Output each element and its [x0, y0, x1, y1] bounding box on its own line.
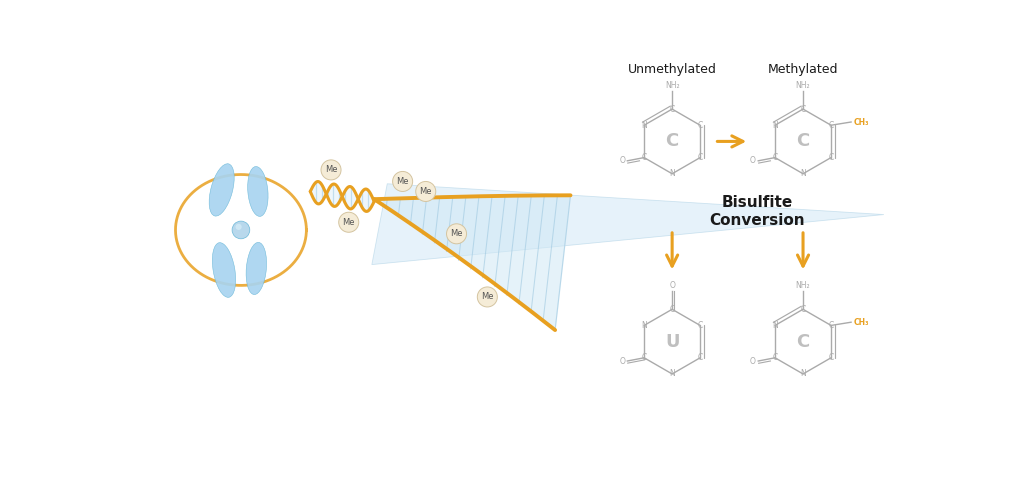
Text: N: N [800, 169, 806, 178]
Text: NH₂: NH₂ [796, 281, 810, 290]
Text: C: C [796, 132, 809, 150]
Text: Me: Me [343, 218, 355, 227]
Text: C: C [698, 321, 703, 330]
Text: N: N [669, 369, 675, 378]
Text: N: N [669, 169, 675, 178]
Text: C: C [773, 153, 778, 162]
Ellipse shape [212, 243, 235, 297]
Circle shape [416, 182, 436, 202]
Text: Me: Me [481, 293, 494, 301]
Text: NH₂: NH₂ [665, 81, 679, 90]
Text: O: O [620, 356, 625, 365]
Text: O: O [750, 356, 755, 365]
Text: N: N [772, 121, 778, 130]
Text: N: N [800, 369, 806, 378]
Polygon shape [374, 195, 571, 330]
Text: Unmethylated: Unmethylated [628, 63, 717, 76]
Text: C: C [669, 104, 674, 114]
Text: Me: Me [324, 165, 338, 174]
Circle shape [232, 221, 249, 239]
Text: C: C [665, 132, 678, 150]
Text: Me: Me [396, 177, 409, 186]
Text: CH₃: CH₃ [854, 117, 869, 126]
Text: O: O [750, 156, 755, 165]
Circle shape [321, 160, 341, 180]
Text: C: C [773, 354, 778, 362]
Text: C: C [698, 121, 703, 130]
Text: N: N [641, 321, 647, 330]
Ellipse shape [247, 167, 268, 217]
Text: Me: Me [420, 187, 432, 196]
Text: O: O [620, 156, 625, 165]
Text: C: C [828, 354, 834, 362]
Text: C: C [642, 153, 647, 162]
Text: CH₃: CH₃ [854, 318, 869, 327]
Text: C: C [800, 305, 806, 314]
Text: NH₂: NH₂ [796, 81, 810, 90]
Text: C: C [828, 321, 834, 330]
Text: C: C [828, 153, 834, 162]
Circle shape [392, 171, 413, 192]
Text: C: C [698, 153, 703, 162]
Text: C: C [698, 354, 703, 362]
Text: U: U [665, 332, 679, 351]
Polygon shape [372, 184, 884, 264]
Ellipse shape [209, 164, 234, 216]
Text: O: O [669, 281, 675, 290]
Text: N: N [641, 121, 647, 130]
Text: Me: Me [450, 229, 462, 239]
Text: C: C [828, 121, 834, 130]
Circle shape [235, 224, 241, 230]
Text: C: C [642, 354, 647, 362]
Circle shape [339, 212, 359, 232]
Text: C: C [800, 104, 806, 114]
Text: Bisulfite
Conversion: Bisulfite Conversion [709, 195, 805, 228]
Text: C: C [796, 332, 809, 351]
Ellipse shape [246, 242, 267, 295]
Text: N: N [772, 321, 778, 330]
Text: Methylated: Methylated [768, 63, 839, 76]
Circle shape [446, 224, 466, 244]
Circle shape [478, 287, 497, 307]
Text: C: C [669, 305, 674, 314]
